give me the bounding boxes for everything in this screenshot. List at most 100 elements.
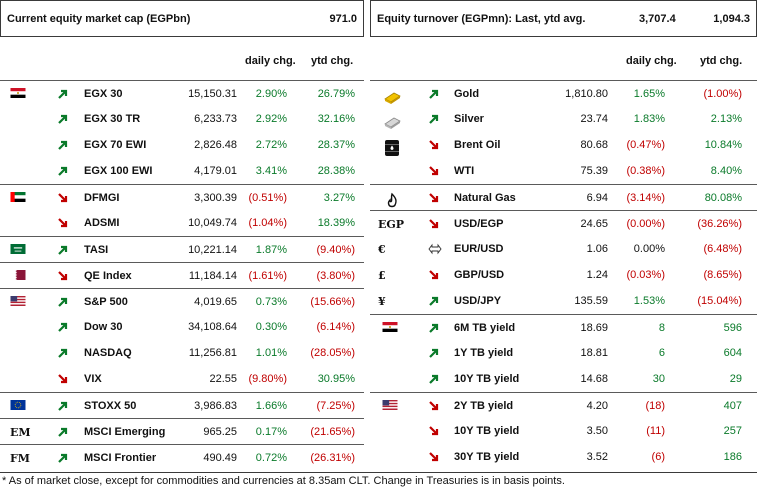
table-row: EGP USD/EGP 24.65 (0.00%) (36.26%) [370, 210, 757, 236]
right-daily-change-header: daily chg. [626, 55, 677, 67]
daily-change: 1.87% [255, 244, 287, 256]
turnover-ytd-avg: 1,094.3 [713, 13, 750, 25]
table-row: STOXX 50 3,986.83 1.66% (7.25%) [0, 392, 364, 418]
down-arrow-icon [428, 425, 440, 437]
instrument-name: Dow 30 [84, 321, 123, 333]
ytd-change: (26.31%) [310, 452, 355, 464]
instrument-value: 18.81 [580, 347, 608, 359]
row-label-badge: FM [10, 452, 30, 465]
equity-market-cap-header: Current equity market cap (EGPbn) 971.0 [0, 0, 364, 37]
daily-change: (0.47%) [626, 139, 665, 151]
uae-flag-icon [10, 192, 28, 204]
ytd-change: 18.39% [317, 217, 355, 229]
instrument-value: 490.49 [203, 452, 237, 464]
table-row: VIX 22.55 (9.80%) 30.95% [0, 366, 364, 392]
footnote: * As of market close, except for commodi… [0, 472, 757, 489]
table-row: Natural Gas 6.94 (3.14%) 80.08% [370, 184, 757, 210]
right-ytd-change-header: ytd chg. [700, 55, 743, 67]
daily-change: 2.72% [255, 139, 287, 151]
instrument-name: ADSMI [84, 217, 120, 229]
daily-change: 30 [652, 373, 665, 385]
instrument-value: 1.24 [586, 269, 608, 281]
row-label-badge: € [378, 243, 386, 256]
instrument-name: EGX 30 [84, 88, 123, 100]
daily-change: 3.41% [255, 165, 287, 177]
instrument-name: MSCI Emerging [84, 426, 166, 438]
instrument-name: Silver [454, 113, 484, 125]
daily-change: 2.92% [255, 113, 287, 125]
daily-change: (1.04%) [248, 217, 287, 229]
instrument-name: EGX 30 TR [84, 113, 141, 125]
instrument-name: 10Y TB yield [454, 425, 520, 437]
row-label-badge: EM [10, 426, 31, 439]
instrument-value: 965.25 [203, 426, 237, 438]
ytd-change: 30.95% [317, 373, 355, 385]
ytd-change: 28.38% [317, 165, 355, 177]
instrument-value: 3,986.83 [194, 400, 237, 412]
double-arrow-icon [428, 243, 442, 255]
down-arrow-icon [57, 373, 69, 385]
ytd-change: 28.37% [317, 139, 355, 151]
ytd-change: (21.65%) [310, 426, 355, 438]
up-arrow-icon [57, 452, 69, 464]
up-arrow-icon [428, 88, 440, 100]
ytd-change: 26.79% [317, 88, 355, 100]
daily-change: (9.80%) [248, 373, 287, 385]
up-arrow-icon [57, 165, 69, 177]
daily-change: 0.73% [255, 296, 287, 308]
egypt-flag-icon [10, 88, 28, 100]
instrument-value: 3.50 [586, 425, 608, 437]
usa-flag-icon [382, 400, 400, 412]
daily-change: (0.00%) [626, 218, 665, 230]
instrument-value: 2,826.48 [194, 139, 237, 151]
instrument-value: 1,810.80 [565, 88, 608, 100]
ytd-change: (6.14%) [316, 321, 355, 333]
instrument-value: 34,108.64 [188, 321, 237, 333]
daily-change: 0.72% [255, 452, 287, 464]
ytd-change: 10.84% [704, 139, 742, 151]
instrument-name: Brent Oil [454, 139, 501, 151]
ytd-change: 29 [729, 373, 742, 385]
ytd-change: 604 [723, 347, 742, 359]
down-arrow-icon [428, 400, 440, 412]
ytd-change: (6.48%) [703, 243, 742, 255]
up-arrow-icon [57, 400, 69, 412]
instrument-name: WTI [454, 165, 475, 177]
daily-change: 8 [658, 322, 665, 334]
instrument-name: NASDAQ [84, 347, 132, 359]
instrument-value: 10,049.74 [188, 217, 237, 229]
instrument-value: 18.69 [580, 322, 608, 334]
left-ytd-change-header: ytd chg. [311, 55, 354, 67]
table-row: ADSMI 10,049.74 (1.04%) 18.39% [0, 210, 364, 236]
up-arrow-icon [57, 296, 69, 308]
daily-change: 1.65% [633, 88, 665, 100]
daily-change: 0.30% [255, 321, 287, 333]
up-arrow-icon [57, 88, 69, 100]
ytd-change: 257 [723, 425, 742, 437]
table-row: NASDAQ 11,256.81 1.01% (28.05%) [0, 340, 364, 366]
table-row: € EUR/USD 1.06 0.00% (6.48%) [370, 236, 757, 262]
instrument-name: GBP/USD [454, 269, 505, 281]
table-row: QE Index 11,184.14 (1.61%) (3.80%) [0, 262, 364, 288]
table-row: Gold 1,810.80 1.65% (1.00%) [370, 80, 757, 106]
ytd-change: (9.40%) [316, 244, 355, 256]
table-row: DFMGI 3,300.39 (0.51%) 3.27% [0, 184, 364, 210]
instrument-name: 10Y TB yield [454, 373, 520, 385]
instrument-value: 3.52 [586, 451, 608, 463]
instrument-name: DFMGI [84, 192, 120, 204]
ytd-change: (3.80%) [316, 270, 355, 282]
instrument-name: TASI [84, 244, 109, 256]
left-daily-change-header: daily chg. [245, 55, 296, 67]
up-arrow-icon [428, 347, 440, 359]
daily-change: (3.14%) [626, 192, 665, 204]
ytd-change: 3.27% [323, 192, 355, 204]
up-arrow-icon [428, 322, 440, 334]
daily-change: 1.66% [255, 400, 287, 412]
ytd-change: 596 [723, 322, 742, 334]
turnover-title: Equity turnover (EGPmn): Last, ytd avg. [377, 13, 586, 25]
ytd-change: 8.40% [710, 165, 742, 177]
instrument-value: 15,150.31 [188, 88, 237, 100]
table-row: TASI 10,221.14 1.87% (9.40%) [0, 236, 364, 262]
usa-flag-icon [10, 296, 28, 308]
up-arrow-icon [57, 347, 69, 359]
